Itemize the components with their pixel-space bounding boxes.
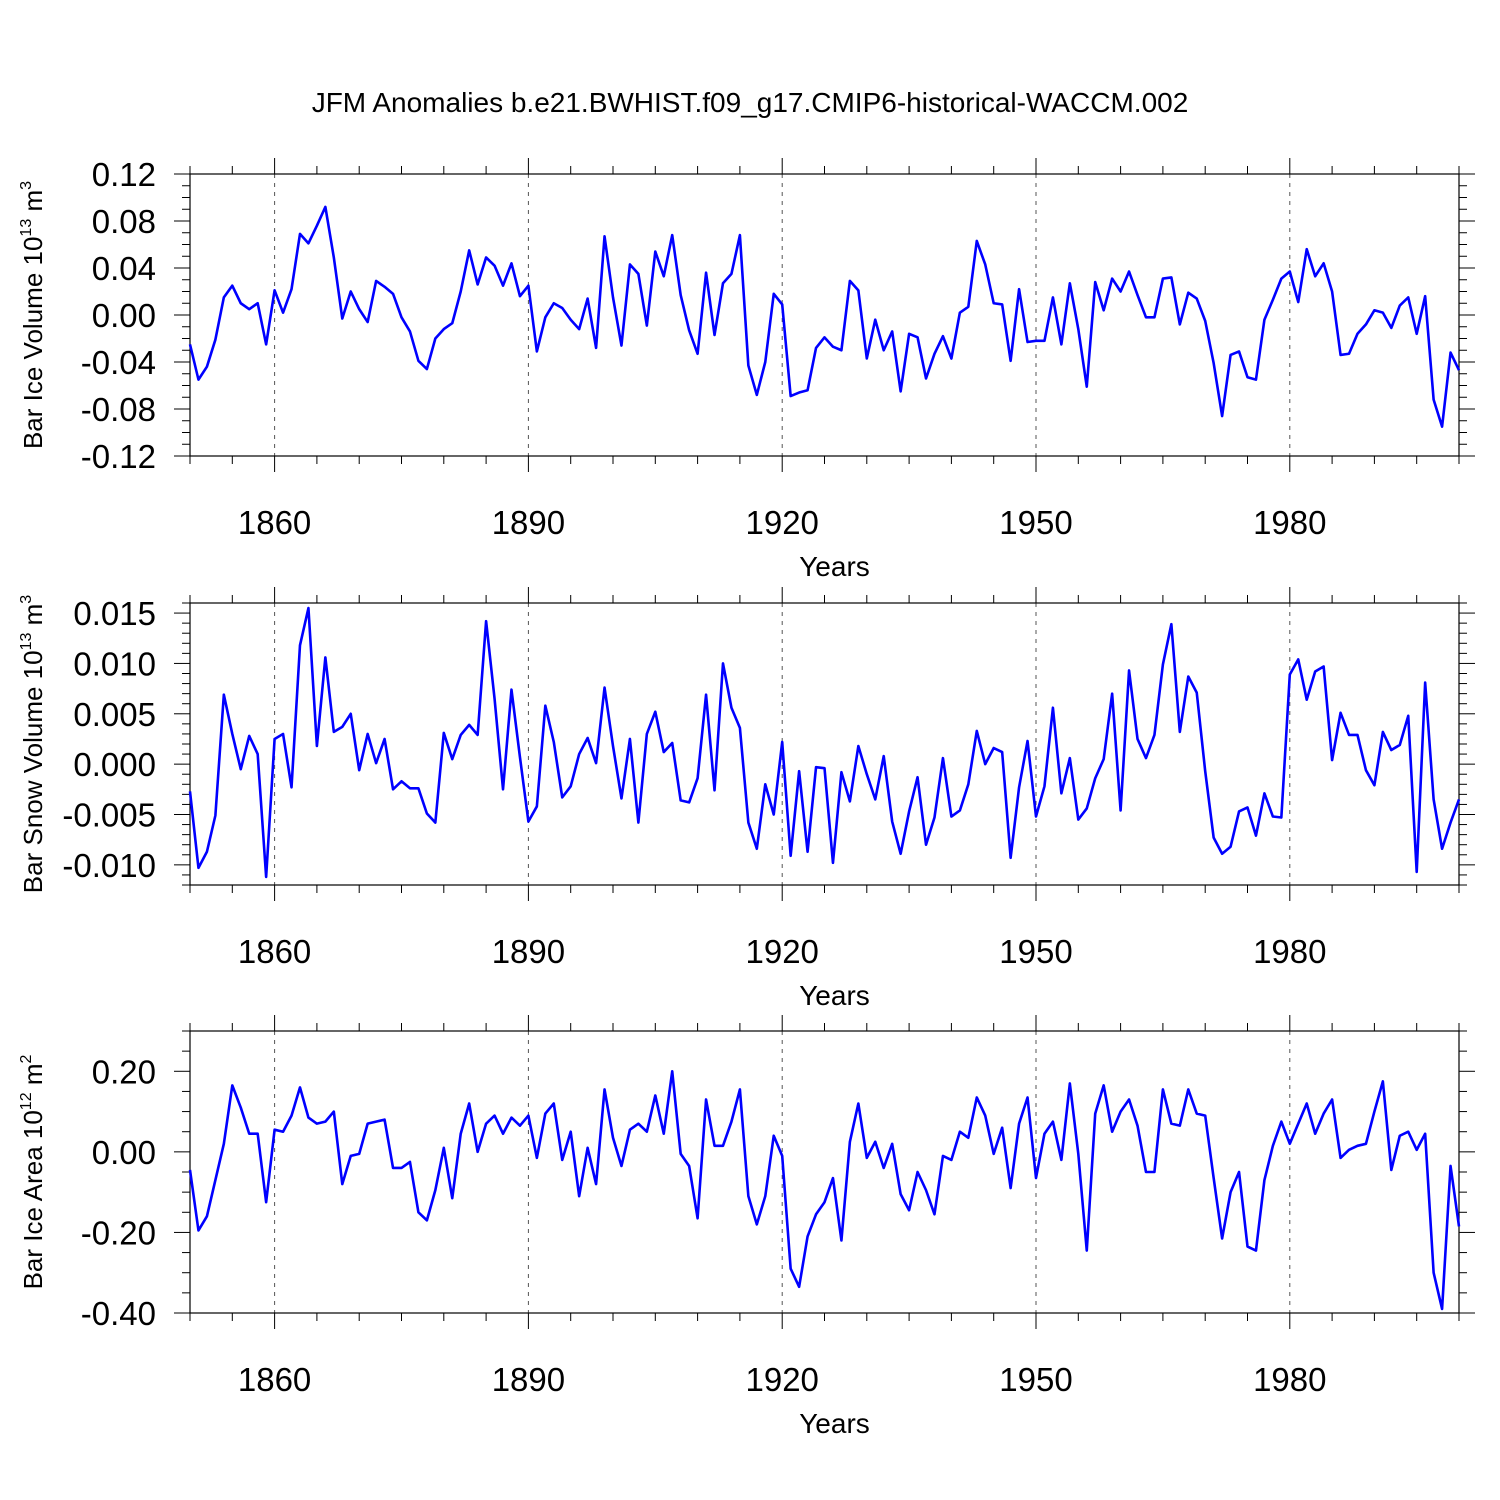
x-tick-label: 1860 [238,933,311,970]
x-tick-label: 1860 [238,504,311,541]
x-tick-label: 1980 [1253,1361,1326,1398]
y-tick-label: 0.08 [92,203,156,240]
x-axis-label: Years [799,551,870,582]
panel-ice-volume: -0.12 -0.08 -0.04 0.00 0.04 0.08 0.12 1860 1890 1… [18,156,1475,582]
x-tick-label: 1890 [492,504,565,541]
y-axis-label-unit-exponent: 3 [18,595,35,604]
y-tick-label: -0.08 [81,391,156,428]
y-axis-label-unit: m [18,190,48,219]
panel-snow-volume: -0.010 -0.005 0.000 0.005 0.010 0.015 1860 1890… [18,587,1475,1011]
y-tick-label: 0.04 [92,250,156,287]
y-axis-label-unit: m [18,1063,48,1092]
y-tick-label: 0.00 [92,1134,156,1171]
x-tick-label: 1920 [745,1361,818,1398]
y-tick-label: -0.20 [81,1214,156,1251]
y-axis-label-text: Bar Ice Area 10 [18,1110,48,1289]
x-tick-label: 1980 [1253,933,1326,970]
y-tick-label: 0.005 [73,696,156,733]
x-tick-label: 1950 [999,933,1072,970]
y-tick-label: 0.20 [92,1053,156,1090]
y-axis-label: Bar Snow Volume 1013 m3 [18,595,48,894]
panel-ice-area: -0.40 -0.20 0.00 0.20 1860 1890 1920 1950 1980 Ye… [18,1015,1475,1439]
chart-title: JFM Anomalies b.e21.BWHIST.f09_g17.CMIP6… [312,87,1189,118]
y-axis-label-text: Bar Ice Volume 10 [18,237,48,449]
y-tick-label: -0.04 [81,344,156,381]
y-tick-label: 0.12 [92,156,156,193]
x-tick-label: 1860 [238,1361,311,1398]
y-tick-label: -0.40 [81,1295,156,1332]
y-tick-label: 0.00 [92,297,156,334]
y-tick-label: -0.010 [62,847,156,884]
y-axis-label-exponent: 13 [18,632,35,650]
series-line [188,1069,1461,1311]
y-tick-label: 0.010 [73,645,156,682]
y-axis-label-text: Bar Snow Volume 10 [18,650,48,893]
y-tick-label: -0.12 [81,438,156,475]
x-tick-label: 1980 [1253,504,1326,541]
y-axis-label-unit: m [18,604,48,633]
x-tick-label: 1920 [745,504,818,541]
y-tick-label: 0.015 [73,595,156,632]
x-axis-label: Years [799,980,870,1011]
x-tick-label: 1920 [745,933,818,970]
y-tick-label: 0.000 [73,746,156,783]
y-tick-label: -0.005 [62,797,156,834]
y-axis-label-unit-exponent: 3 [18,181,35,190]
x-tick-label: 1950 [999,1361,1072,1398]
y-axis-label-unit-exponent: 2 [18,1054,35,1063]
x-tick-label: 1950 [999,504,1072,541]
x-axis-label: Years [799,1408,870,1439]
y-axis-label-exponent: 13 [18,219,35,237]
y-axis-label: Bar Ice Volume 1013 m3 [18,181,48,449]
series-line [188,606,1461,879]
x-tick-label: 1890 [492,1361,565,1398]
x-tick-label: 1890 [492,933,565,970]
y-axis-label-exponent: 12 [18,1092,35,1110]
y-axis-label: Bar Ice Area 1012 m2 [18,1054,48,1289]
series-line [188,205,1461,428]
